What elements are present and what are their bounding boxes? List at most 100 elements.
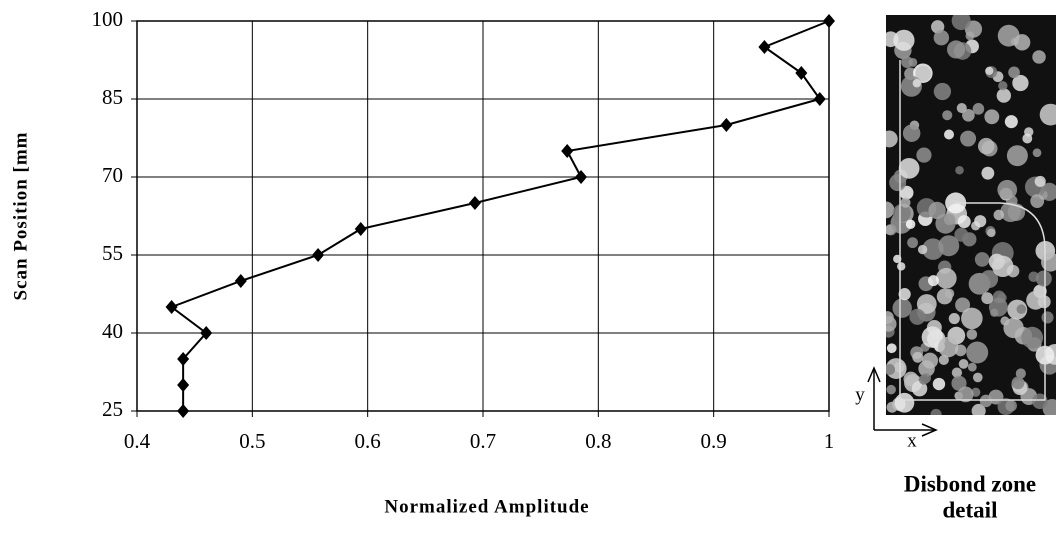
image-speckle <box>911 380 928 397</box>
image-speckle <box>944 288 955 299</box>
data-marker <box>312 248 325 262</box>
image-speckle <box>957 386 974 403</box>
image-speckle <box>918 374 929 385</box>
data-marker <box>758 40 771 54</box>
image-speckle <box>951 15 971 31</box>
image-speckle <box>971 403 986 415</box>
image-speckle <box>892 298 912 318</box>
image-speckle <box>912 351 924 363</box>
image-speckle <box>966 341 989 364</box>
image-speckle <box>1032 50 1046 64</box>
data-marker <box>795 66 808 80</box>
image-speckle <box>907 237 918 249</box>
image-speckle <box>977 137 995 155</box>
image-speckle <box>942 110 953 121</box>
image-speckle <box>992 255 1014 278</box>
image-speckle <box>996 88 1011 103</box>
image-speckle <box>1030 194 1045 208</box>
image-speckle <box>979 394 993 408</box>
image-speckle <box>1041 252 1056 272</box>
image-speckle <box>1039 103 1056 126</box>
x-tick-label: 0.7 <box>470 429 496 453</box>
image-speckle <box>897 262 906 271</box>
image-speckle <box>951 367 963 378</box>
image-speckle <box>1035 270 1052 287</box>
disbond-image <box>886 15 1056 415</box>
data-marker <box>234 274 247 288</box>
image-speckle <box>997 179 1018 200</box>
image-speckle <box>955 297 971 313</box>
image-speckle <box>957 215 971 229</box>
image-speckle <box>938 235 960 257</box>
image-speckle <box>886 343 897 354</box>
data-marker <box>823 14 835 28</box>
image-speckle <box>898 288 911 301</box>
image-speckle <box>894 392 915 413</box>
image-speckle <box>958 359 969 369</box>
x-tick-label: 0.6 <box>355 429 381 453</box>
image-speckle <box>927 275 939 287</box>
image-speckle <box>935 267 957 289</box>
image-speckle <box>886 201 895 219</box>
image-speckle <box>886 384 896 395</box>
data-marker <box>720 118 733 132</box>
image-speckle <box>930 408 942 415</box>
image-speckle <box>986 228 996 238</box>
image-speckle <box>917 244 928 255</box>
image-caption: detail <box>943 497 998 522</box>
image-speckle <box>985 66 994 76</box>
image-speckle <box>1004 115 1018 129</box>
image-speckle <box>1041 311 1054 324</box>
image-speckle <box>946 40 966 59</box>
image-speckle <box>1005 399 1017 412</box>
image-speckle <box>993 209 1005 221</box>
image-speckle <box>916 147 932 163</box>
image-speckle <box>967 362 977 372</box>
y-tick-label: 70 <box>102 163 123 187</box>
image-speckle <box>974 252 990 267</box>
data-marker <box>177 352 190 366</box>
image-speckle <box>886 130 898 148</box>
data-marker <box>354 222 367 236</box>
image-speckle <box>915 65 931 82</box>
y-tick-label: 100 <box>92 7 124 31</box>
image-speckle <box>899 185 914 200</box>
image-speckle <box>909 308 926 325</box>
image-speckle <box>922 352 939 369</box>
image-speckle <box>998 81 1008 91</box>
image-speckle <box>960 130 977 147</box>
data-marker <box>561 144 574 158</box>
image-x-label: x <box>907 430 917 451</box>
image-speckle <box>1026 290 1046 310</box>
y-tick-label: 40 <box>102 319 123 343</box>
y-axis-label: Scan Position [mm <box>10 132 31 301</box>
image-speckle <box>972 103 985 115</box>
image-speckle <box>972 372 983 383</box>
image-speckle <box>1011 376 1025 390</box>
image-speckle <box>948 312 960 325</box>
image-speckle <box>990 308 999 317</box>
image-speckle <box>933 29 950 46</box>
x-tick-label: 1 <box>824 429 835 453</box>
image-speckle <box>886 401 898 413</box>
image-speckle <box>1032 393 1048 410</box>
image-caption: Disbond zone <box>904 471 1036 496</box>
image-speckle <box>1012 74 1029 92</box>
x-tick-label: 0.4 <box>124 429 151 453</box>
image-speckle <box>981 292 994 305</box>
image-speckle <box>955 166 964 175</box>
image-speckle <box>1032 148 1042 158</box>
image-speckle <box>944 129 955 140</box>
image-speckle <box>905 219 916 230</box>
image-speckle <box>892 203 911 222</box>
image-speckle <box>966 329 978 340</box>
image-speckle <box>921 326 944 348</box>
image-speckle <box>981 166 995 180</box>
image-speckle <box>912 79 922 88</box>
image-speckle <box>962 108 975 122</box>
disbond-outline <box>899 60 1046 401</box>
data-marker <box>468 196 481 210</box>
image-speckle <box>908 58 918 67</box>
x-tick-label: 0.5 <box>239 429 265 453</box>
